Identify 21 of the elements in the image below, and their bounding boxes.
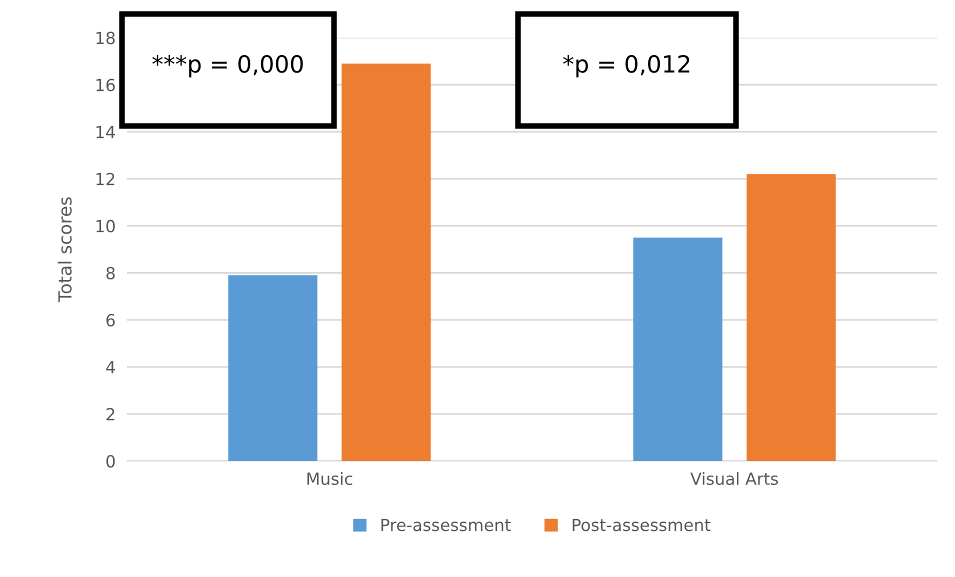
y-tick-label: 6 (106, 314, 115, 326)
y-tick-label: 14 (96, 126, 115, 138)
legend-label: Pre-assessment (381, 518, 511, 532)
y-tick-label: 2 (106, 408, 114, 420)
y-tick-label: 10 (96, 220, 115, 232)
bar (228, 275, 318, 461)
x-tick-label: Visual Arts (690, 472, 778, 486)
bar (746, 174, 836, 461)
y-tick-label: 8 (106, 266, 115, 280)
x-tick-label: Music (307, 472, 352, 486)
annotation: ***p = 0,000 (152, 54, 303, 78)
annotation: *p = 0,012 (563, 54, 690, 78)
bar (633, 238, 722, 461)
y-tick-label: 18 (96, 32, 115, 44)
y-tick-label: 0 (106, 454, 115, 468)
y-tick-label: 16 (96, 78, 115, 92)
y-tick-label: 4 (106, 361, 115, 374)
legend-label: Post-assessment (572, 518, 710, 532)
y-tick-label: 12 (96, 172, 114, 186)
y-axis-title: Total scores (58, 197, 72, 302)
bar (342, 64, 431, 461)
